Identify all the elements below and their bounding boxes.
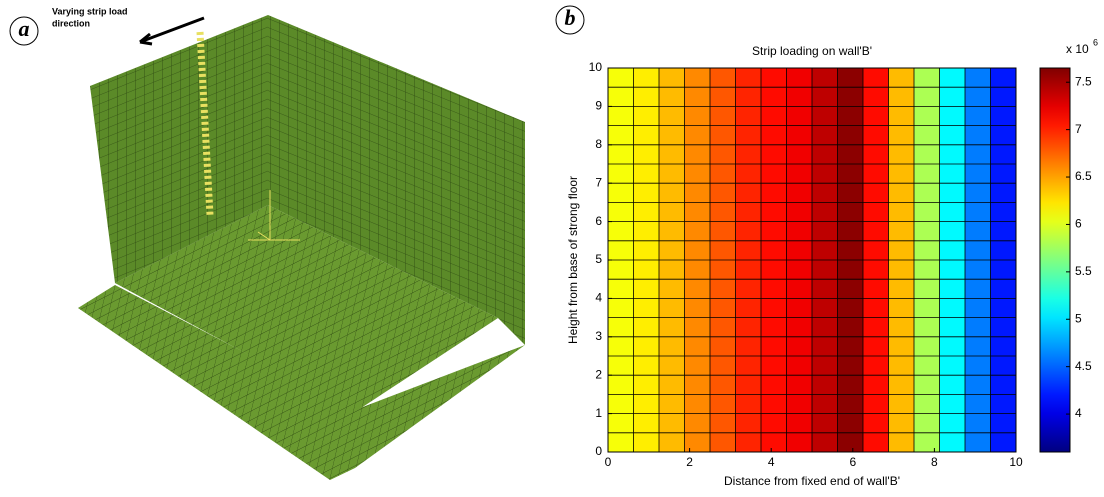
colorbar-tick-label: 6 [1075, 217, 1082, 231]
colorbar-tick-label: 7.5 [1075, 74, 1092, 88]
figure: Varying strip load direction a b Strip l… [0, 0, 1104, 492]
colorbar-tick-label: 5 [1075, 311, 1082, 325]
chart-title: Strip loading on wall'B' [752, 44, 872, 58]
y-tick-label: 3 [595, 329, 602, 343]
direction-arrow [140, 18, 204, 44]
colorbar-exponent: 6 [1093, 37, 1098, 47]
y-tick-label: 10 [589, 60, 603, 74]
panel-label: a [19, 16, 30, 41]
colorbar-tick-label: 4 [1075, 406, 1082, 420]
panel-label: b [565, 5, 576, 30]
y-tick-label: 9 [595, 99, 602, 113]
x-tick-label: 4 [768, 455, 775, 469]
y-tick-label: 8 [595, 137, 602, 151]
y-tick-label: 7 [595, 175, 602, 189]
annotation: Varying strip load [52, 6, 128, 16]
x-tick-label: 10 [1009, 455, 1023, 469]
y-tick-label: 1 [595, 406, 602, 420]
x-tick-label: 8 [931, 455, 938, 469]
y-tick-label: 4 [595, 291, 602, 305]
y-tick-label: 0 [595, 444, 602, 458]
colorbar [1040, 68, 1070, 452]
colorbar-tick-label: 6.5 [1075, 169, 1092, 183]
y-axis-label: Height from base of strong floor [566, 176, 580, 344]
x-axis-label: Distance from fixed end of wall'B' [724, 474, 900, 488]
annotation: direction [52, 18, 90, 28]
colorbar-multiplier: x 10 [1066, 42, 1089, 56]
y-tick-label: 6 [595, 214, 602, 228]
colorbar-tick-label: 7 [1075, 122, 1082, 136]
colorbar-tick-label: 4.5 [1075, 359, 1092, 373]
x-tick-label: 6 [849, 455, 856, 469]
mesh-render: Varying strip load direction a [10, 6, 525, 480]
colorbar-tick-label: 5.5 [1075, 264, 1092, 278]
x-tick-label: 2 [686, 455, 693, 469]
y-tick-label: 2 [595, 367, 602, 381]
y-tick-label: 5 [595, 252, 602, 266]
x-tick-label: 0 [605, 455, 612, 469]
